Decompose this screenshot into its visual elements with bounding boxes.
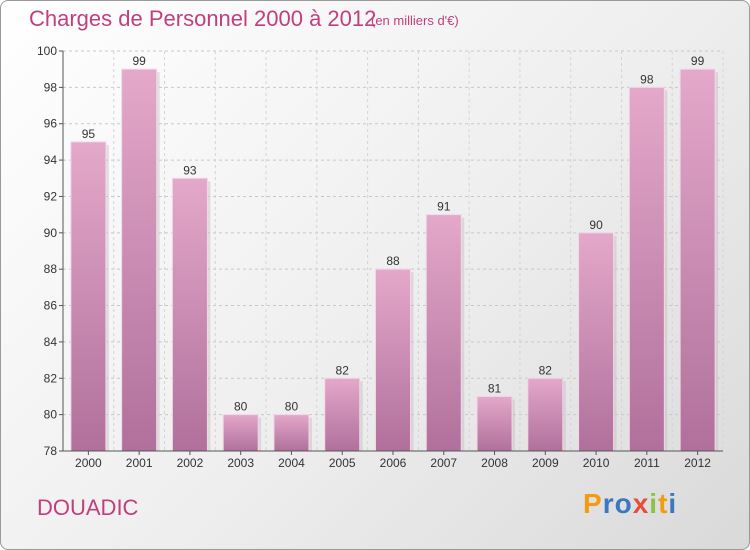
value-label: 93 xyxy=(183,163,197,177)
value-label: 99 xyxy=(132,54,146,68)
value-label: 90 xyxy=(589,218,603,232)
x-tick-label: 2008 xyxy=(481,456,508,470)
value-label: 95 xyxy=(82,127,96,141)
bar-2004 xyxy=(273,414,310,452)
axes: 78 80 82 84 86 88 90 92 94 96 98 100 2000 2001 2002 200… xyxy=(37,44,723,470)
y-tick-label: 86 xyxy=(44,299,58,313)
y-tick-label: 96 xyxy=(44,117,58,131)
x-tick-label: 2005 xyxy=(329,456,356,470)
y-tick-label: 100 xyxy=(37,44,57,58)
value-label: 99 xyxy=(691,54,705,68)
y-tick-label: 92 xyxy=(44,189,58,203)
logo-letter: t xyxy=(658,488,669,519)
bar-2002 xyxy=(171,177,208,452)
value-label: 91 xyxy=(437,200,451,214)
x-tick-label: 2007 xyxy=(430,456,457,470)
x-tick-label: 2012 xyxy=(684,456,711,470)
bar-2012 xyxy=(679,68,716,452)
bar-2001 xyxy=(121,68,158,452)
y-tick-label: 88 xyxy=(44,262,58,276)
x-tick-label: 2003 xyxy=(227,456,254,470)
chart-title: Charges de Personnel 2000 à 2012 xyxy=(29,6,377,31)
value-label: 80 xyxy=(234,400,248,414)
x-tick-label: 2009 xyxy=(532,456,559,470)
bars: 95 99 93 80 80 82 88 91 81 82 90 98 99 xyxy=(70,54,719,452)
x-tick-label: 2010 xyxy=(583,456,610,470)
y-tick-label: 84 xyxy=(44,335,58,349)
y-tick-label: 80 xyxy=(44,408,58,422)
logo-letter: o xyxy=(614,488,633,519)
bar-2006 xyxy=(375,268,411,452)
bar-2008 xyxy=(476,395,513,452)
x-tick-label: 2006 xyxy=(380,456,407,470)
logo-letter: P xyxy=(583,488,603,519)
y-tick-label: 90 xyxy=(44,226,58,240)
x-tick-label: 2004 xyxy=(278,456,305,470)
bar-2009 xyxy=(527,377,564,452)
value-label: 82 xyxy=(539,363,553,377)
value-label: 80 xyxy=(285,400,299,414)
bar-2005 xyxy=(324,377,361,452)
x-tick-label: 2011 xyxy=(634,456,660,470)
value-label: 88 xyxy=(386,254,400,268)
logo-letter: x xyxy=(632,488,650,519)
logo-letter: i xyxy=(649,488,659,519)
value-label: 82 xyxy=(336,363,350,377)
value-label: 98 xyxy=(640,72,654,86)
y-tick-label: 94 xyxy=(44,153,58,167)
bar-2007 xyxy=(425,214,462,452)
y-tick-label: 82 xyxy=(44,371,58,385)
chart-subtitle: (en milliers d'€) xyxy=(371,13,459,28)
x-tick-label: 2001 xyxy=(126,456,153,470)
bar-2010 xyxy=(578,232,615,452)
y-tick-label: 98 xyxy=(44,80,58,94)
logo-letter: r xyxy=(602,488,615,519)
x-tick-label: 2002 xyxy=(177,456,204,470)
y-tick-label: 78 xyxy=(44,444,58,458)
proxiti-logo: Proxiti xyxy=(583,488,677,520)
bar-2003 xyxy=(222,414,259,452)
commune-name: DOUADIC xyxy=(37,495,139,520)
bar-2011 xyxy=(628,86,665,452)
logo-letter: i xyxy=(668,488,678,519)
x-tick-label: 2000 xyxy=(75,456,102,470)
value-label: 81 xyxy=(488,381,502,395)
bar-2000 xyxy=(70,141,107,452)
